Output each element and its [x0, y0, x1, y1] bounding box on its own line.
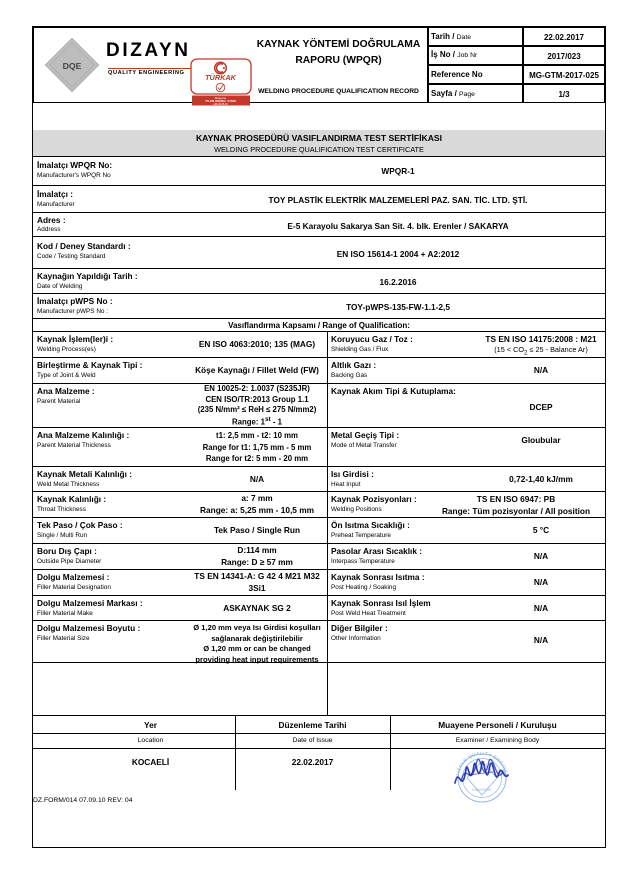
svg-text:MUAYENE: MUAYENE [472, 787, 492, 792]
svg-text:TÜRKAK: TÜRKAK [205, 73, 237, 82]
svg-text:AB-0045-M: AB-0045-M [213, 102, 228, 106]
svg-text:DQE: DQE [63, 61, 82, 71]
